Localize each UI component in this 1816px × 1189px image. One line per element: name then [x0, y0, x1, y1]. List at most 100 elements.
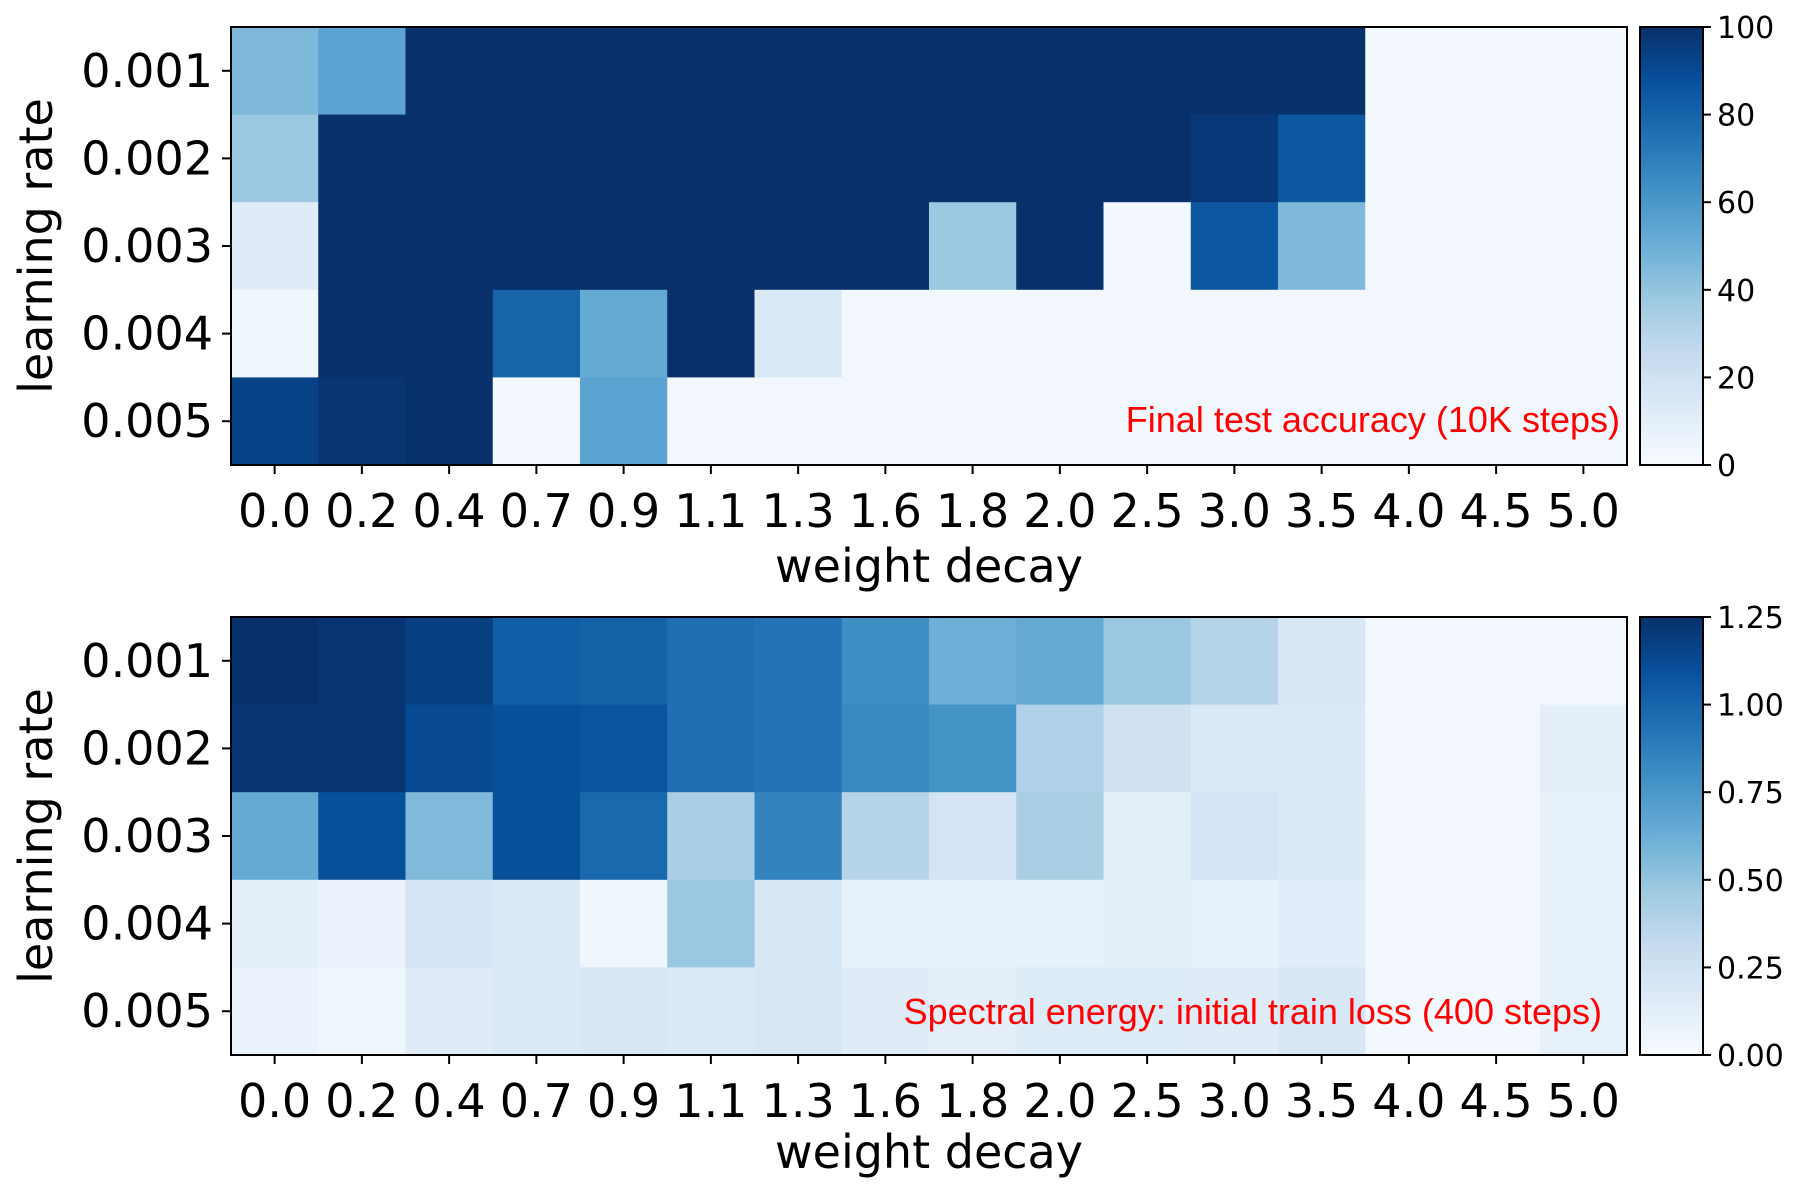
x-tick-label: 3.0	[1198, 484, 1271, 538]
heatmap-cell	[667, 617, 756, 706]
heatmap-cell	[754, 967, 843, 1056]
heatmap-cell	[1452, 202, 1541, 291]
x-tick-label: 0.7	[500, 484, 573, 538]
heatmap-cell	[1539, 617, 1628, 706]
colorbar	[1639, 26, 1704, 466]
heatmap-cell	[1278, 27, 1366, 116]
heatmap-cell	[1365, 202, 1454, 291]
heatmap-cell	[841, 879, 930, 968]
heatmap-cell	[1452, 879, 1541, 968]
y-tick-label: 0.002	[81, 721, 213, 775]
heatmap-cell	[929, 879, 1017, 968]
heatmap-cell	[492, 704, 581, 793]
x-tick-label: 3.5	[1285, 1074, 1358, 1128]
x-tick-label: 1.3	[762, 484, 835, 538]
heatmap-cell	[405, 377, 494, 466]
heatmap-cell	[405, 27, 494, 116]
heatmap-cell	[318, 202, 407, 291]
heatmap-cell	[841, 27, 930, 116]
x-tick-label: 5.0	[1547, 1074, 1620, 1128]
heatmap-cell	[405, 289, 494, 378]
heatmap-cell	[231, 704, 319, 793]
heatmap-cell	[1452, 377, 1541, 466]
heatmap-cell	[1190, 202, 1279, 291]
x-tick-label: 2.5	[1111, 484, 1184, 538]
heatmap-cell	[1103, 27, 1192, 116]
x-tick-label: 1.6	[849, 1074, 922, 1128]
heatmap-cell	[1278, 377, 1366, 466]
x-tick-label: 1.6	[849, 484, 922, 538]
heatmap-cell	[929, 202, 1017, 291]
x-tick-label: 3.0	[1198, 1074, 1271, 1128]
heatmap-cell	[580, 202, 668, 291]
x-tick-label: 4.5	[1460, 1074, 1533, 1128]
heatmap-cell	[1365, 289, 1454, 378]
heatmap-cell	[1452, 704, 1541, 793]
heatmap-cell	[929, 377, 1017, 466]
heatmap-cell	[1365, 114, 1454, 203]
colorbar-tick-label: 0.50	[1717, 864, 1784, 899]
heatmap-cell	[580, 879, 668, 968]
heatmap-cell	[1365, 879, 1454, 968]
heatmap-cell	[1539, 27, 1628, 116]
x-tick-label: 0.2	[325, 484, 398, 538]
y-tick-label: 0.003	[81, 809, 213, 863]
heatmap-cell	[580, 704, 668, 793]
x-tick-label: 1.8	[936, 484, 1009, 538]
heatmap-cell	[405, 617, 494, 706]
colorbar-tick-label: 0	[1717, 449, 1736, 484]
heatmap-cell	[1190, 377, 1279, 466]
heatmap-cell	[580, 289, 668, 378]
heatmap-cell	[492, 289, 581, 378]
heatmap-cell	[405, 114, 494, 203]
heatmap-cell	[667, 27, 756, 116]
heatmap-cell	[841, 114, 930, 203]
heatmap-cell	[1190, 114, 1279, 203]
x-axis-title: weight decay	[775, 1125, 1083, 1179]
x-tick-label: 4.0	[1372, 1074, 1445, 1128]
heatmap-panel-spectral-energy: 0.0 0.2 0.4 0.7 0.9 1.1 1.3 1.6 1.8 2.0 2.5 3.0 3.5 4…	[9, 601, 1784, 1179]
heatmap-cell	[929, 617, 1017, 706]
heatmap-cell	[1539, 202, 1628, 291]
heatmap-cell	[1190, 617, 1279, 706]
heatmap-cell	[929, 792, 1017, 881]
heatmap-cell	[1452, 967, 1541, 1056]
heatmap-cell	[841, 704, 930, 793]
heatmap-cell	[1103, 704, 1192, 793]
heatmap-cell	[754, 377, 843, 466]
heatmap-cell	[929, 967, 1017, 1056]
colorbar-tick-label: 100	[1717, 11, 1774, 46]
heatmap-cell	[667, 704, 756, 793]
heatmap-cell	[1365, 27, 1454, 116]
heatmap-cell	[667, 114, 756, 203]
heatmap-cell	[1103, 289, 1192, 378]
colorbar-tick-label: 80	[1717, 99, 1755, 134]
heatmap-cell	[1190, 967, 1279, 1056]
x-tick-label: 2.5	[1111, 1074, 1184, 1128]
heatmap-cell	[492, 879, 581, 968]
x-tick-label: 0.7	[500, 1074, 573, 1128]
colorbar-tick-label: 40	[1717, 274, 1755, 309]
heatmap-cell	[1103, 792, 1192, 881]
heatmap-cell	[318, 617, 407, 706]
heatmap-cell	[1452, 27, 1541, 116]
colorbar-tick-label: 0.75	[1717, 776, 1784, 811]
heatmap-cell	[929, 114, 1017, 203]
heatmap-cell	[492, 617, 581, 706]
heatmap-cell	[1103, 377, 1192, 466]
colorbar	[1639, 616, 1704, 1056]
heatmap-cell	[492, 967, 581, 1056]
y-tick-label: 0.001	[81, 634, 213, 688]
heatmap-cell	[1190, 879, 1279, 968]
heatmap-cell	[841, 967, 930, 1056]
heatmap-cell	[1452, 792, 1541, 881]
heatmap-cell	[929, 289, 1017, 378]
heatmap-cell	[1016, 377, 1105, 466]
heatmap-cell	[754, 879, 843, 968]
heatmap-cell	[667, 792, 756, 881]
heatmap-cell	[1190, 289, 1279, 378]
heatmap-cell	[1103, 114, 1192, 203]
heatmap-cell	[841, 617, 930, 706]
heatmap-cell	[580, 377, 668, 466]
y-tick-label: 0.004	[81, 307, 213, 361]
